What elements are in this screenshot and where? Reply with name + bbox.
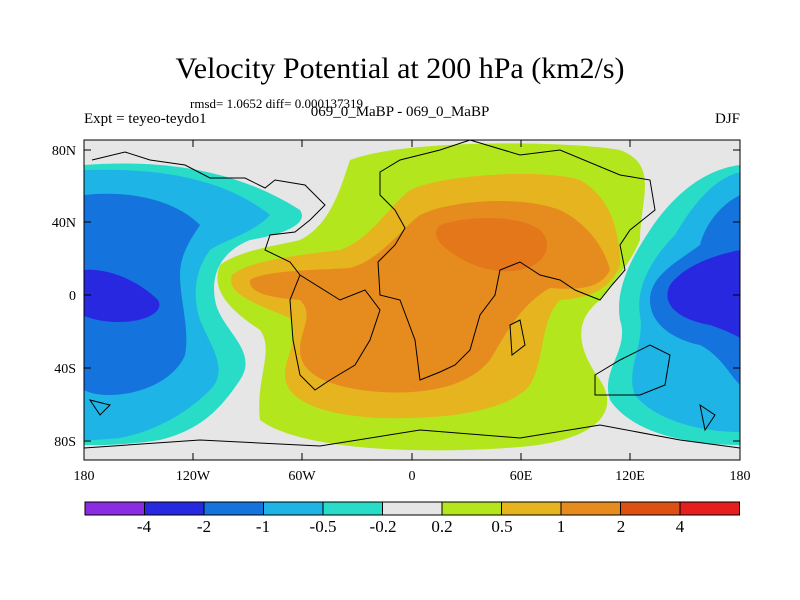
contour-1	[249, 200, 610, 393]
colorbar	[84, 501, 740, 516]
colorbar-box	[263, 501, 324, 516]
lon-label-120w: 120W	[176, 469, 211, 484]
colorbar-label: 4	[676, 517, 685, 536]
lon-label-60e: 60E	[510, 469, 533, 484]
colorbar-box	[382, 501, 443, 516]
contour-neg-2-west	[84, 269, 160, 322]
run-label: 069_0_MaBP - 069_0_MaBP	[310, 104, 490, 120]
lon-label-120e: 120E	[615, 469, 645, 484]
lat-label-80s: 80S	[54, 435, 76, 450]
colorbar-box	[620, 501, 681, 516]
lon-label-180e: 180	[730, 469, 751, 484]
colorbar-label: 2	[617, 517, 626, 536]
season-label: DJF	[714, 111, 740, 127]
colorbar-label: 0.2	[431, 517, 452, 536]
coastlines	[84, 140, 740, 449]
lat-label-40n: 40N	[52, 216, 76, 231]
colorbar-box	[679, 501, 740, 516]
colorbar-label: -1	[256, 517, 270, 536]
lat-label-0: 0	[69, 289, 76, 304]
colorbar-label: -0.2	[370, 517, 397, 536]
colorbar-box	[84, 501, 145, 516]
lon-label-180w: 180	[74, 469, 95, 484]
colorbar-box	[322, 501, 383, 516]
contour-field	[84, 140, 740, 460]
colorbar-box	[144, 501, 205, 516]
experiment-label: Expt = teyeo-teydo1	[84, 111, 207, 127]
stats-label: rmsd= 1.0652 diff= 0.000137319	[190, 96, 363, 111]
lon-label-0: 0	[409, 469, 416, 484]
lat-label-80n: 80N	[52, 144, 76, 159]
colorbar-box	[560, 501, 621, 516]
colorbar-label: 0.5	[491, 517, 512, 536]
colorbar-box	[203, 501, 264, 516]
colorbar-box	[501, 501, 562, 516]
colorbar-label: 1	[557, 517, 566, 536]
colorbar-box	[441, 501, 502, 516]
contour-neg-2-east	[667, 250, 740, 338]
colorbar-labels: -4 -2 -1 -0.5 -0.2 0.2 0.5 1 2 4	[137, 517, 685, 536]
contour-2	[435, 218, 548, 272]
colorbar-label: -2	[197, 517, 211, 536]
colorbar-label: -0.5	[310, 517, 337, 536]
lon-label-60w: 60W	[288, 469, 316, 484]
lat-label-40s: 40S	[54, 362, 76, 377]
colorbar-label: -4	[137, 517, 152, 536]
tick-marks	[84, 140, 740, 460]
map-title: Velocity Potential at 200 hPa (km2/s)	[175, 52, 625, 85]
